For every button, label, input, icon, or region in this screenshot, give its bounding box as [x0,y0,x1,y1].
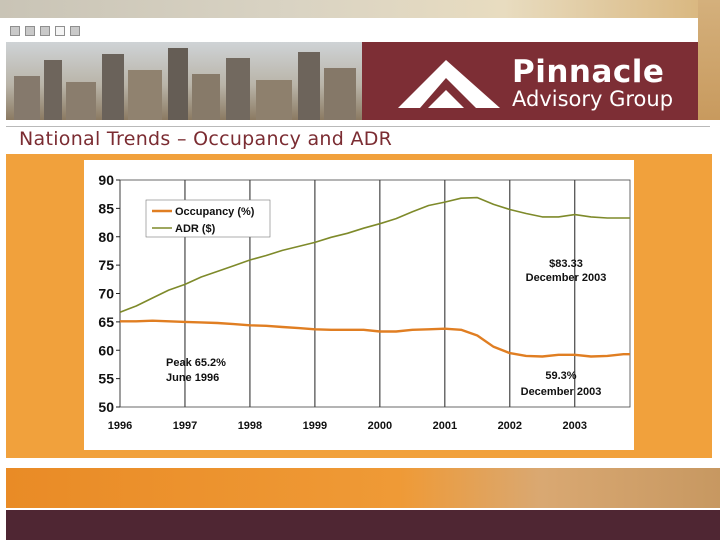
legend-box [145,199,271,238]
occupancy-series-line [120,319,630,358]
mountain-logo-icon [398,60,500,108]
nav-square-3 [40,26,50,36]
chart-legend: Occupancy (%) ADR ($) [145,199,271,238]
brand-name-line2: Advisory Group [512,87,674,111]
y-tick-label: 50 [98,399,114,415]
annotation-occ-dec-2003-line1: 59.3% [545,370,576,382]
slide-title: National Trends – Occupancy and ADR [19,128,393,150]
brand-name-line1: Pinnacle [512,54,665,90]
y-tick-label: 85 [98,200,114,216]
y-tick-label: 75 [98,257,114,273]
title-rule [6,126,710,127]
city-skyline-image [6,42,362,120]
y-tick-label: 60 [98,342,114,358]
y-tick-label: 90 [98,172,114,188]
footer-bar [6,510,720,540]
x-tick-label: 1996 [108,420,132,432]
nav-square-4 [55,26,65,36]
chart-axes: 1996 1997 1998 1999 2000 2001 2002 2003 50 55 60 65… [98,172,631,432]
x-tick-label: 2000 [368,420,392,432]
annotation-peak-1996-line1: Peak 65.2% [166,357,226,369]
header-building-strip [698,0,720,120]
header-top-stripe [0,0,720,18]
nav-square-1 [10,26,20,36]
annotation-peak-1996-line2: June 1996 [166,372,219,384]
x-tick-label: 2003 [563,420,587,432]
y-tick-label: 55 [98,371,114,387]
x-tick-label: 2002 [498,420,522,432]
slide-nav-indicators [10,26,80,36]
line-chart: 1996 1997 1998 1999 2000 2001 2002 2003 50 55 60 65… [98,172,631,432]
y-tick-label: 70 [98,286,114,302]
chart-panel: 1996 1997 1998 1999 2000 2001 2002 2003 50 55 60 65… [84,160,634,450]
chart-series [119,196,630,358]
y-tick-label: 80 [98,229,114,245]
x-tick-label: 1999 [303,420,327,432]
x-tick-label: 1998 [238,420,262,432]
annotation-adr-dec-2003-line2: December 2003 [526,272,607,284]
annotation-adr-dec-2003-line1: $83.33 [549,258,583,270]
y-tick-label: 65 [98,314,114,330]
bottom-band [6,468,720,508]
legend-label: Occupancy (%) [175,206,255,218]
legend-label: ADR ($) [175,223,216,235]
nav-square-2 [25,26,35,36]
x-tick-label: 1997 [173,420,197,432]
brand-banner: Pinnacle Advisory Group [362,42,698,120]
adr-series-line [119,196,630,313]
brand-logo-text: Pinnacle Advisory Group [512,56,673,110]
chart-annotations: $83.33 December 2003 Peak 65.2% June 1996 59… [166,258,606,398]
nav-square-5 [70,26,80,36]
annotation-occ-dec-2003-line2: December 2003 [521,386,602,398]
x-tick-label: 2001 [433,420,457,432]
